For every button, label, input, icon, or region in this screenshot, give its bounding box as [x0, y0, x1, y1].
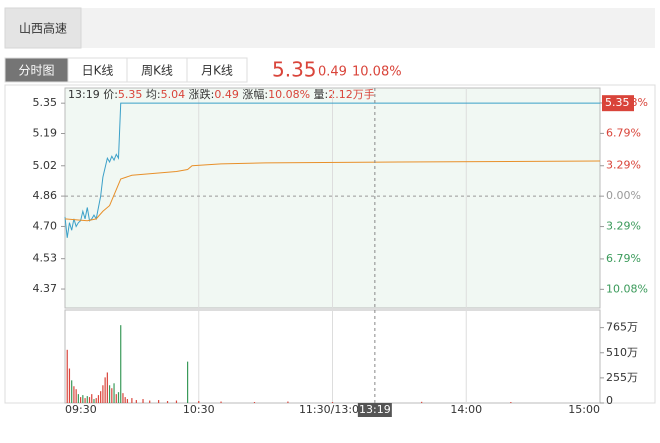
volume-tick-label: 255万	[606, 371, 638, 384]
x-tick-label: 09:30	[65, 403, 97, 416]
view-tab-label[interactable]: 月K线	[201, 64, 233, 78]
hover-info-item: 10.08%	[268, 88, 310, 101]
y2-tick-label: 3.29%	[606, 159, 641, 172]
x-tick-label: 10:30	[183, 403, 215, 416]
y-tick-label: 5.02	[33, 159, 58, 172]
last-price-label: 5.35	[605, 96, 630, 109]
crosshair-label: 13:19	[359, 403, 391, 416]
view-tab[interactable]	[4, 57, 69, 83]
hover-info: 13:19 价:5.35 均:5.04 涨跌:0.49 涨幅:10.08% 量:…	[68, 87, 375, 101]
hover-info-item: 0.49	[214, 88, 239, 101]
quote-change-pct: 10.08%	[352, 65, 402, 80]
y2-tick-label: 6.79%	[606, 252, 641, 265]
last-price-tag	[602, 95, 634, 112]
tab-bar	[5, 8, 655, 48]
y2-tick-label: 3.29%	[606, 220, 641, 233]
quote-change: 0.49	[318, 65, 347, 80]
view-tab-label[interactable]: 周K线	[141, 64, 173, 78]
hover-info-item: 13:19	[68, 88, 100, 101]
view-tab-label[interactable]: 日K线	[82, 64, 114, 78]
x-tick-label: 14:00	[450, 403, 482, 416]
hover-info-item: 量:	[314, 88, 329, 101]
quote-price: 5.35	[272, 58, 317, 82]
hover-info-item: 2.12万手	[328, 87, 375, 101]
price-line	[64, 102, 600, 238]
x-tick-label: 15:00	[568, 403, 600, 416]
hover-info-item: 均:	[146, 88, 161, 101]
view-tab[interactable]	[67, 57, 128, 83]
x-tick-label: 11:30/13:00	[299, 403, 366, 416]
y2-tick-label: 6.79%	[606, 126, 641, 139]
hover-info-item: 涨幅:	[242, 88, 268, 101]
average-line	[64, 160, 601, 222]
hover-info-item: 价:	[103, 88, 118, 101]
hover-info-item: 5.35	[118, 88, 143, 101]
y-tick-label: 5.19	[33, 127, 58, 140]
y2-tick-label: 10.08%	[606, 282, 648, 295]
hover-info-item: 涨跌:	[189, 87, 215, 101]
y-tick-label: 5.35	[33, 96, 58, 109]
hover-info-item: 5.04	[161, 88, 186, 101]
volume-tick-label: 510万	[606, 346, 638, 359]
view-tab[interactable]	[126, 57, 188, 83]
volume-tick-label: 765万	[606, 321, 638, 334]
stock-tab[interactable]	[4, 7, 82, 49]
y-tick-label: 4.86	[33, 189, 58, 202]
y-tick-label: 4.70	[33, 219, 58, 232]
y2-tick-label: 0.00%	[606, 189, 641, 202]
y-tick-label: 4.37	[33, 282, 58, 295]
stock-tab-label[interactable]: 山西高速	[19, 21, 67, 36]
view-tab[interactable]	[186, 57, 248, 83]
view-tab-label[interactable]: 分时图	[18, 64, 54, 78]
y-tick-label: 4.53	[33, 252, 58, 265]
volume-tick-label: 0	[606, 394, 613, 407]
crosshair-tag	[357, 403, 392, 417]
